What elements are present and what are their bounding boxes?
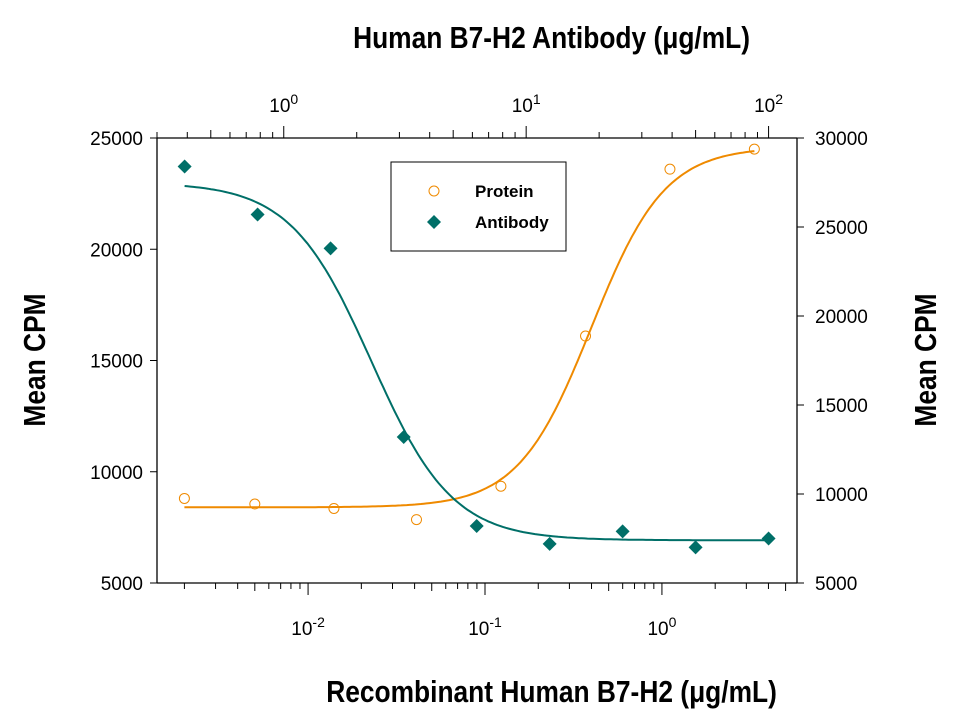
legend-antibody-label: Antibody — [475, 213, 549, 232]
tick-exponent: 2 — [775, 91, 783, 107]
legend: Protein Antibody — [390, 161, 567, 252]
legend-antibody-marker — [427, 215, 441, 229]
x_bottom-tick-label: 100 — [647, 614, 676, 640]
tick-exponent: 0 — [290, 91, 298, 107]
antibody-point — [323, 241, 338, 256]
right-tick-label: 5000 — [815, 574, 857, 595]
tick-exponent: -1 — [489, 614, 502, 630]
right-tick-label: 15000 — [815, 396, 868, 417]
antibody-fit-curve — [184, 185, 769, 542]
legend-protein-marker — [428, 185, 440, 197]
legend-box — [390, 161, 567, 252]
protein-point — [495, 480, 507, 492]
protein-point — [328, 502, 340, 514]
left-tick-label: 20000 — [90, 240, 143, 261]
x_top-tick-label: 100 — [269, 91, 298, 117]
antibody-point — [396, 430, 411, 445]
left-tick-label: 5000 — [101, 574, 143, 595]
left-tick-label: 25000 — [90, 129, 143, 150]
antibody-point — [469, 519, 484, 534]
tick-exponent: -2 — [312, 614, 325, 630]
x_bottom-tick-label: 10-2 — [291, 614, 325, 640]
right-tick-label: 30000 — [815, 129, 868, 150]
protein-point — [748, 143, 760, 155]
antibody-point — [177, 159, 192, 174]
x-axis-title: Recombinant Human B7-H2 (μg/mL) — [326, 675, 777, 709]
antibody-point — [542, 536, 557, 551]
x_top-tick-label: 102 — [754, 91, 783, 117]
protein-point — [664, 163, 676, 175]
axes: 5000100001500020000250005000100001500020… — [90, 91, 868, 640]
tick-base: 10 — [291, 619, 312, 640]
protein-point — [249, 498, 261, 510]
tick-exponent: 0 — [669, 614, 677, 630]
right-tick-label: 25000 — [815, 218, 868, 239]
right-y-axis-title: Mean CPM — [909, 293, 943, 426]
protein-point — [410, 514, 422, 526]
protein-point — [178, 492, 190, 504]
fit-curves — [184, 150, 769, 542]
antibody-point — [688, 540, 703, 555]
tick-base: 10 — [754, 96, 775, 117]
left-y-axis-title: Mean CPM — [18, 293, 52, 426]
tick-base: 10 — [512, 96, 533, 117]
protein-fit-curve — [184, 150, 755, 509]
tick-base: 10 — [468, 619, 489, 640]
top-axis-title: Human B7-H2 Antibody (μg/mL) — [353, 21, 750, 55]
right-tick-label: 10000 — [815, 485, 868, 506]
x_bottom-tick-label: 10-1 — [468, 614, 502, 640]
antibody-point — [250, 207, 265, 222]
legend-protein-label: Protein — [475, 182, 534, 201]
antibody-point — [761, 531, 776, 546]
x_top-tick-label: 101 — [512, 91, 541, 117]
left-tick-label: 10000 — [90, 463, 143, 484]
antibody-point — [615, 524, 630, 539]
protein-point — [580, 330, 592, 342]
right-tick-label: 20000 — [815, 307, 868, 328]
data-points — [177, 143, 776, 555]
tick-exponent: 1 — [533, 91, 541, 107]
tick-base: 10 — [647, 619, 668, 640]
tick-base: 10 — [269, 96, 290, 117]
left-tick-label: 15000 — [90, 352, 143, 373]
